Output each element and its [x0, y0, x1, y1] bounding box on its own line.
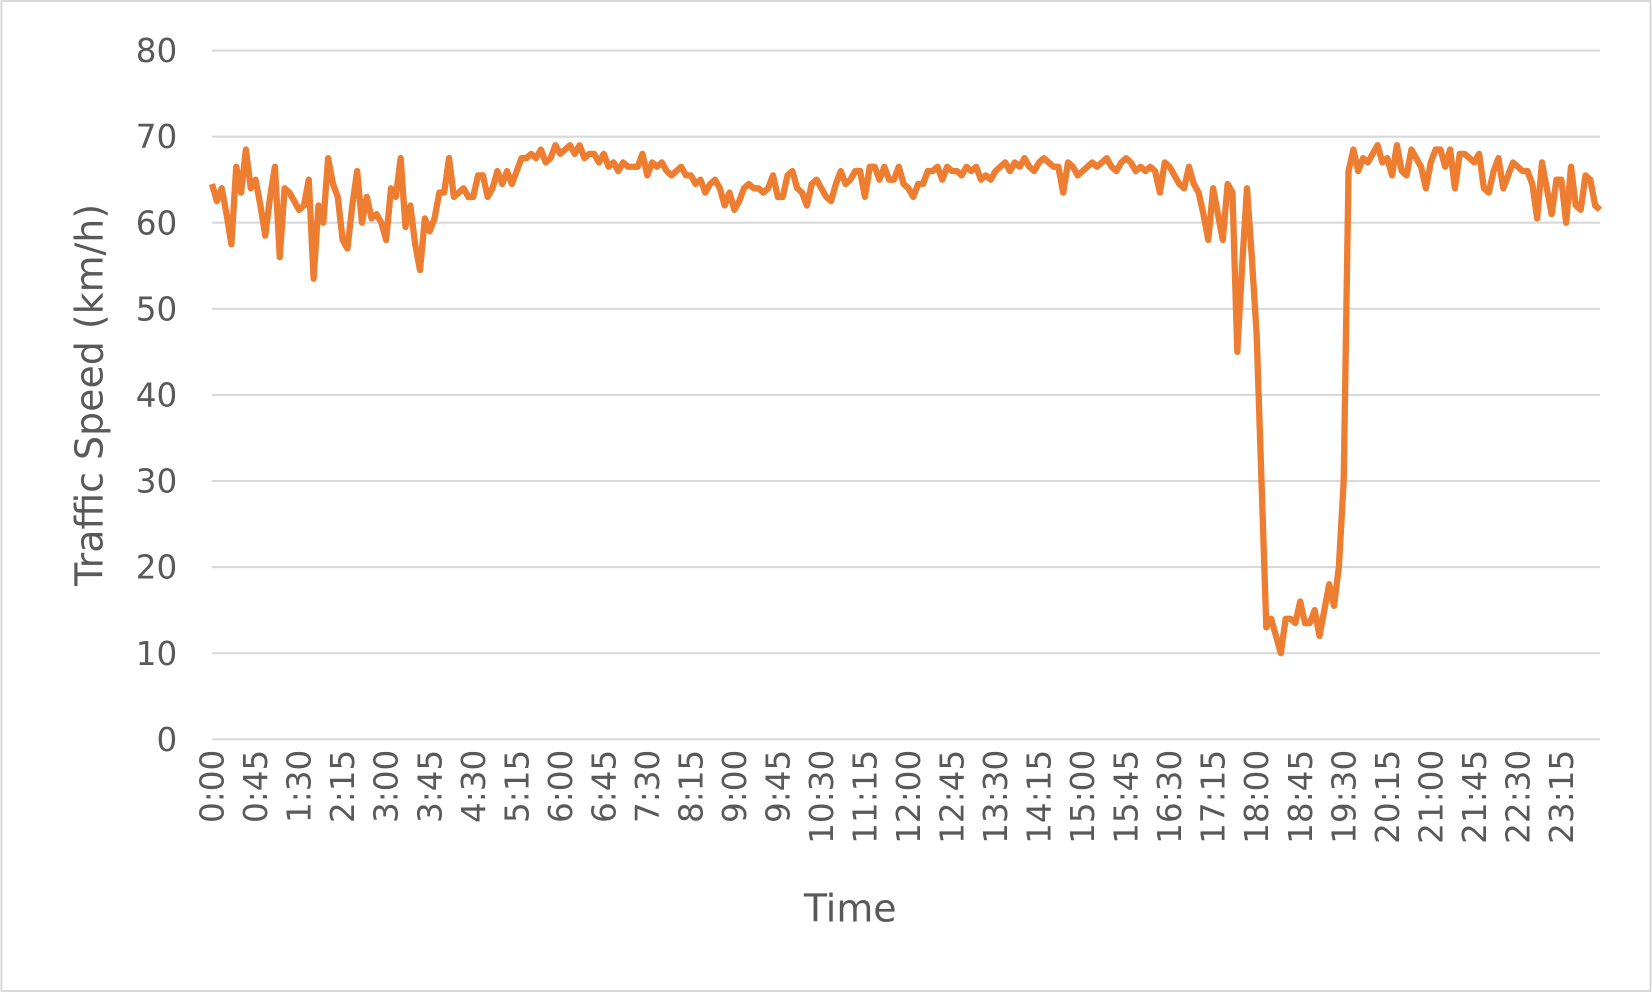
- y-tick-label: 10: [136, 635, 178, 673]
- data-line: [209, 142, 1603, 657]
- x-tick-label: 0:45: [237, 750, 275, 823]
- y-tick-label: 30: [136, 463, 178, 501]
- x-tick-label: 18:45: [1282, 750, 1320, 844]
- x-tick-label: 5:15: [498, 750, 536, 823]
- y-tick-label: 0: [157, 721, 178, 759]
- x-tick-label: 3:00: [368, 750, 406, 823]
- x-tick-label: 21:45: [1456, 750, 1494, 844]
- x-tick-label: 22:30: [1499, 750, 1537, 844]
- x-tick-label: 20:15: [1369, 750, 1407, 844]
- x-tick-label: 3:45: [411, 750, 449, 823]
- x-tick-label: 18:00: [1238, 750, 1276, 844]
- x-axis-title: Time: [803, 886, 897, 930]
- x-tick-label: 15:00: [1064, 750, 1102, 844]
- x-tick-label: 2:15: [324, 750, 362, 823]
- y-tick-label: 70: [136, 118, 178, 156]
- x-tick-label: 21:00: [1412, 750, 1450, 844]
- x-tick-label: 8:15: [672, 750, 710, 823]
- x-tick-label: 9:45: [759, 750, 797, 823]
- x-tick-label: 6:00: [542, 750, 580, 823]
- y-tick-label: 60: [136, 204, 178, 242]
- y-tick-label: 20: [136, 549, 178, 587]
- y-axis-title: Traffic Speed (km/h): [68, 204, 112, 587]
- x-tick-label: 6:45: [585, 750, 623, 823]
- x-tick-label: 13:30: [977, 750, 1015, 844]
- x-tick-label: 15:45: [1108, 750, 1146, 844]
- x-tick-label: 0:00: [194, 750, 232, 823]
- x-tick-label: 19:30: [1325, 750, 1363, 844]
- x-tick-label: 14:15: [1021, 750, 1059, 844]
- x-tick-label: 12:00: [890, 750, 928, 844]
- x-tick-label: 4:30: [455, 750, 493, 823]
- x-tick-label: 17:15: [1195, 750, 1233, 844]
- x-tick-label: 9:00: [716, 750, 754, 823]
- x-tick-label: 7:30: [629, 750, 667, 823]
- y-tick-label: 80: [136, 32, 178, 70]
- x-tick-label: 10:30: [803, 750, 841, 844]
- x-tick-label: 16:30: [1151, 750, 1189, 844]
- x-tick-label: 11:15: [847, 750, 885, 844]
- y-tick-label: 50: [136, 290, 178, 328]
- x-tick-label: 12:45: [934, 750, 972, 844]
- x-tick-label: 1:30: [281, 750, 319, 823]
- y-tick-label: 40: [136, 376, 178, 414]
- x-tick-label: 23:15: [1543, 750, 1581, 844]
